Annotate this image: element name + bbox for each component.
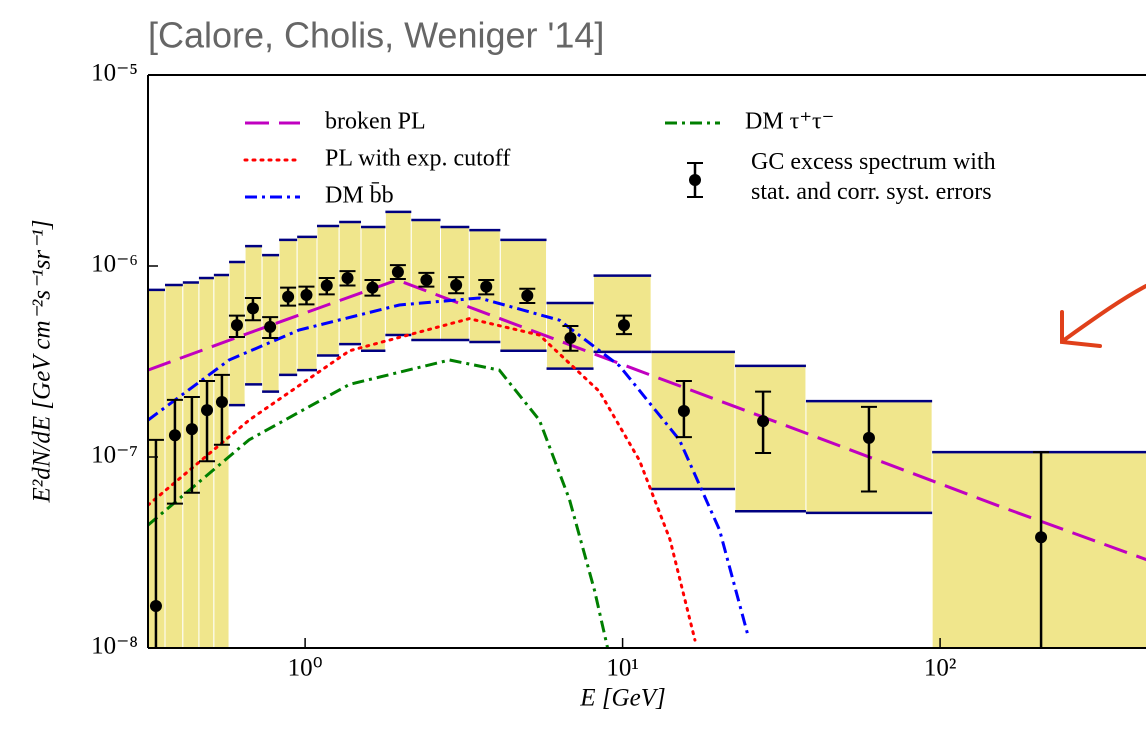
- legend-label: GC excess spectrum with stat. and corr. …: [751, 147, 1146, 207]
- legend-label: PL with exp. cutoff: [325, 146, 510, 172]
- legend-label-box: GC excess spectrum with stat. and corr. …: [751, 147, 1146, 217]
- legend-marker: [689, 174, 701, 186]
- annotation-arrow: [1062, 286, 1146, 346]
- y-tick-label: 10⁻⁸: [91, 633, 138, 660]
- y-tick-label: 10⁻⁶: [91, 251, 138, 278]
- data-point: [247, 302, 259, 314]
- syst-band: [594, 276, 652, 352]
- data-point: [366, 282, 378, 294]
- data-point: [1035, 531, 1047, 543]
- data-point: [480, 281, 492, 293]
- syst-band: [279, 240, 297, 375]
- data-point: [231, 319, 243, 331]
- chart-title: [Calore, Cholis, Weniger '14]: [148, 15, 604, 56]
- data-point: [264, 321, 276, 333]
- x-tick-label: 10⁰: [288, 655, 323, 682]
- data-point: [420, 274, 432, 286]
- legend-label: DM τ⁺τ⁻: [745, 109, 834, 135]
- y-tick-label: 10⁻⁷: [91, 442, 138, 469]
- y-axis-label: E²dN/dE [GeV cm⁻²s⁻¹sr⁻¹]: [29, 220, 56, 504]
- legend: broken PL PL with exp. cutoff DM b̄b DM τ⁺τ…: [245, 109, 1146, 218]
- y-tick-label: 10⁻⁵: [91, 60, 138, 87]
- data-point: [282, 291, 294, 303]
- x-tick-label: 10¹: [606, 655, 639, 682]
- syst-band: [199, 278, 214, 705]
- data-point: [618, 319, 630, 331]
- data-point: [201, 404, 213, 416]
- syst-band: [932, 452, 1146, 705]
- data-point: [392, 266, 404, 278]
- data-point: [863, 432, 875, 444]
- chart: [Calore, Cholis, Weniger '14] E [GeV] E²…: [0, 0, 1146, 733]
- legend-label: broken PL: [325, 109, 426, 135]
- data-point: [300, 289, 312, 301]
- data-point: [150, 600, 162, 612]
- data-point: [342, 272, 354, 284]
- data-point: [521, 290, 533, 302]
- plot-area: [148, 212, 1146, 706]
- syst-band: [183, 282, 199, 705]
- data-point: [169, 429, 181, 441]
- x-axis-label: E [GeV]: [579, 685, 665, 712]
- legend-label: DM b̄b: [325, 182, 394, 208]
- syst-band: [651, 352, 735, 489]
- data-point: [450, 279, 462, 291]
- data-point: [757, 415, 769, 427]
- data-point: [564, 332, 576, 344]
- data-point: [321, 280, 333, 292]
- data-point: [678, 405, 690, 417]
- arrow-shaft: [1064, 286, 1146, 340]
- data-point: [186, 423, 198, 435]
- x-tick-label: 10²: [924, 655, 957, 682]
- syst-band: [735, 366, 806, 511]
- data-point: [216, 396, 228, 408]
